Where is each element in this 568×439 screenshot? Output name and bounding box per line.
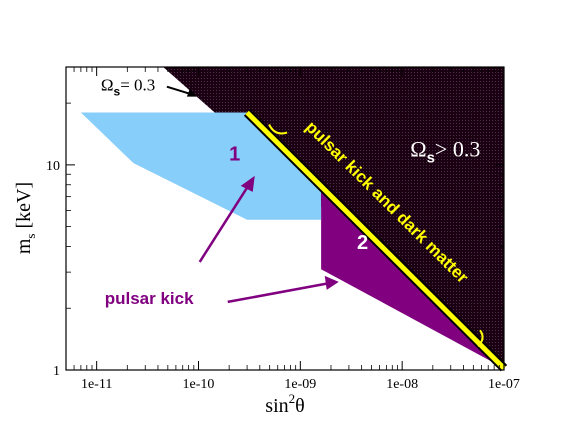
band-line <box>245 110 506 371</box>
x-tick-label: 1e-11 <box>81 377 112 392</box>
y-tick-label: 1 <box>53 364 60 379</box>
omega-annotation: Ωs= 0.3 <box>101 76 155 99</box>
band-arrow-end <box>477 329 484 347</box>
plot-frame <box>65 66 505 371</box>
region-2-label: 2 <box>357 232 368 254</box>
kick-arrow-1 <box>198 181 252 263</box>
pulsar-kick-label: pulsar kick <box>105 289 194 308</box>
band-arrow-start <box>268 124 288 135</box>
x-tick-label: 1e-07 <box>488 377 520 392</box>
omega-arrowhead <box>186 88 197 97</box>
y-axis-label: ms [keV] <box>13 182 38 254</box>
x-axis-label: sin2θ <box>265 391 304 417</box>
y-tick-label: 10 <box>46 159 60 174</box>
kick-arrow-2 <box>227 281 331 304</box>
x-axis: 1e-11 1e-10 1e-09 1e-08 1e-07 <box>65 67 520 392</box>
omega-gt-label: Ωs> 0.3 <box>410 136 480 166</box>
x-tick-label: 1e-10 <box>183 377 215 392</box>
kick-arrowhead-1 <box>240 175 255 192</box>
region-1 <box>80 112 322 220</box>
y-axis: 1 10 <box>46 66 504 379</box>
x-tick-label: 1e-09 <box>284 377 316 392</box>
x-tick-label: 1e-08 <box>386 377 418 392</box>
kick-arrowhead-2 <box>324 275 339 290</box>
region-1-label: 1 <box>229 144 240 166</box>
